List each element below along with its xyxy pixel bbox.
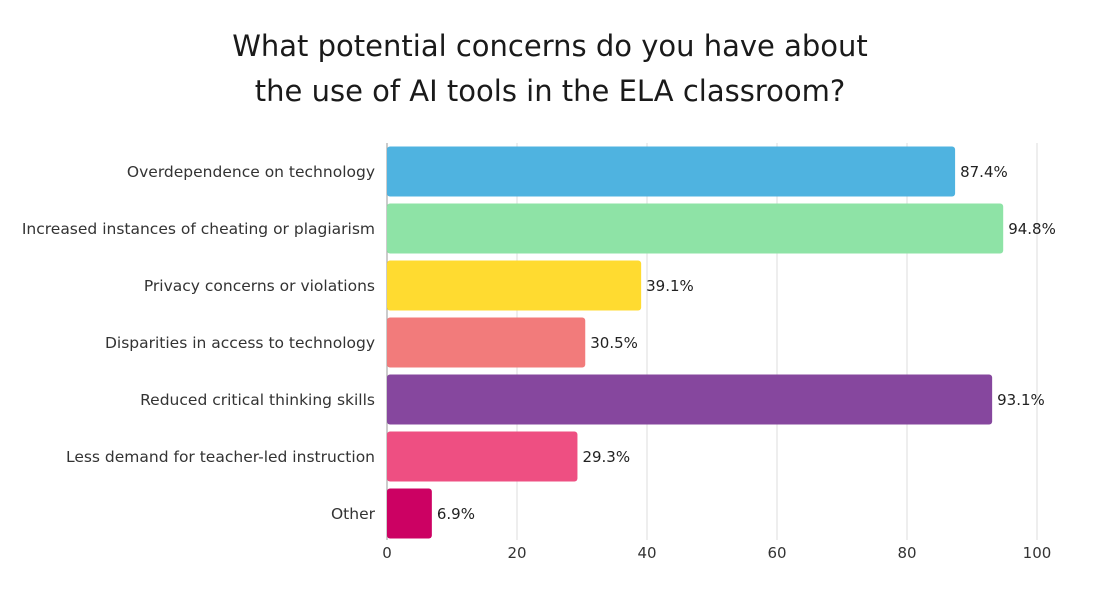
category-label: Less demand for teacher-led instruction [66,448,375,466]
value-labels: 87.4% 94.8% 39.1% 30.5% 93.1% 29.3% 6.9% [437,163,1056,523]
bar [387,146,956,197]
value-label: 94.8% [1008,220,1056,238]
value-label: 93.1% [997,391,1045,409]
value-label: 6.9% [437,505,475,523]
value-label: 29.3% [582,448,630,466]
x-tick-label: 20 [507,544,526,562]
category-label: Other [331,505,376,523]
bar [387,317,586,368]
bar [387,203,1004,254]
chart-title-line-1: What potential concerns do you have abou… [232,29,868,63]
value-label: 87.4% [960,163,1008,181]
bar [387,374,993,425]
value-label: 39.1% [646,277,694,295]
x-tick-label: 100 [1023,544,1052,562]
bar [387,488,432,539]
x-tick-label: 0 [382,544,392,562]
category-labels: Overdependence on technology Increased in… [22,163,376,523]
bar [387,260,642,311]
category-label: Reduced critical thinking skills [140,391,375,409]
x-tick-label: 60 [767,544,786,562]
bars [387,146,1004,539]
chart-title-line-2: the use of AI tools in the ELA classroom… [254,74,846,108]
category-label: Increased instances of cheating or plagi… [22,220,375,238]
category-label: Privacy concerns or violations [144,277,375,295]
x-tick-label: 40 [637,544,656,562]
category-label: Disparities in access to technology [105,334,375,352]
x-axis-ticks: 0 20 40 60 80 100 [382,544,1051,562]
bar [387,431,578,482]
chart-title: What potential concerns do you have abou… [150,24,950,114]
value-label: 30.5% [590,334,638,352]
x-tick-label: 80 [897,544,916,562]
category-label: Overdependence on technology [127,163,375,181]
